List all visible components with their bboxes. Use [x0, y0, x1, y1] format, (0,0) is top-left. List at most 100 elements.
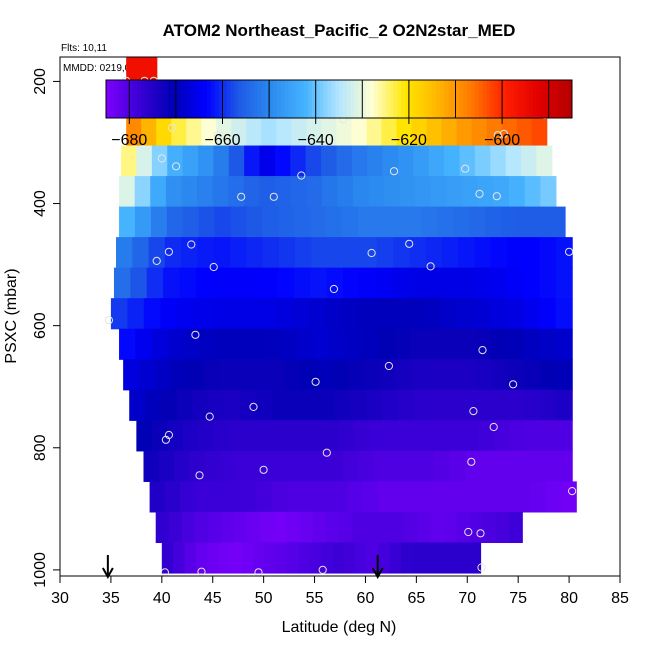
heatmap-cell	[524, 389, 542, 421]
data-point	[157, 154, 166, 163]
heatmap-cell	[161, 542, 174, 574]
heatmap-cell	[327, 450, 344, 482]
heatmap-cell	[311, 237, 329, 269]
heatmap-cell	[510, 450, 527, 482]
x-tick-label: 60	[357, 590, 375, 607]
heatmap-cell	[408, 267, 426, 299]
heatmap-cell	[355, 542, 368, 574]
heatmap-cell	[286, 511, 301, 544]
heatmap-cell	[539, 298, 557, 330]
heatmap-cell	[197, 176, 214, 208]
heatmap-cell	[315, 359, 333, 391]
heatmap-cell	[235, 450, 252, 482]
data-point	[104, 316, 114, 325]
x-tick-label: 45	[204, 590, 222, 607]
heatmap-cell	[156, 115, 172, 147]
heatmap-cell	[555, 237, 573, 269]
colorbar-segment	[432, 80, 437, 118]
heatmap-cell	[473, 298, 491, 330]
colorbar-segment	[315, 80, 321, 118]
heatmap-cell	[250, 450, 267, 482]
heatmap-cell	[358, 298, 376, 330]
heatmap-cell	[209, 298, 227, 330]
heatmap-cell	[286, 481, 303, 513]
colorbar-tick-label: −660	[204, 132, 240, 149]
heatmap-cell	[381, 115, 398, 147]
heatmap-cell	[508, 359, 525, 391]
data-point	[322, 448, 331, 457]
heatmap-cell	[390, 298, 409, 330]
heatmap-cell	[385, 420, 402, 452]
heatmap-cell	[296, 450, 313, 482]
heatmap-cell	[434, 542, 447, 574]
colorbar-segment	[533, 80, 538, 118]
data-point	[197, 567, 206, 576]
heatmap-cell	[493, 176, 510, 208]
heatmap-cell	[262, 237, 280, 269]
heatmap-cell	[136, 145, 153, 177]
heatmap-cell	[119, 176, 136, 208]
heatmap-cell	[501, 115, 518, 147]
heatmap-cell	[469, 511, 484, 544]
colorbar-segment	[373, 80, 379, 118]
heatmap-cell	[208, 389, 225, 421]
heatmap-cell	[378, 542, 391, 574]
heatmap-cell	[421, 206, 439, 238]
heatmap-cell	[145, 389, 162, 421]
heatmap-cell	[477, 389, 494, 421]
data-point	[172, 162, 181, 171]
heatmap-cell	[456, 298, 474, 330]
heatmap-cell	[457, 267, 475, 299]
data-point	[164, 430, 173, 440]
heatmap-cell	[484, 481, 501, 513]
heatmap-cell	[413, 145, 430, 177]
heatmap-cell	[429, 389, 447, 421]
heatmap-cell	[287, 389, 304, 421]
colorbar-segment	[362, 80, 367, 118]
heatmap-cell	[225, 481, 242, 513]
heatmap-cell	[271, 481, 288, 513]
heatmap-cell	[176, 389, 194, 421]
heatmap-cell	[182, 145, 199, 177]
heatmap-cell	[235, 359, 253, 391]
data-point	[426, 262, 435, 271]
heatmap-cell	[456, 115, 473, 147]
heatmap-cell	[164, 481, 181, 513]
heatmap-cell	[345, 328, 363, 360]
heatmap-cell	[347, 359, 365, 391]
heatmap-cell	[134, 206, 152, 238]
x-tick-label: 70	[458, 590, 476, 607]
heatmap-cell	[158, 450, 175, 482]
heatmap-cell	[290, 145, 307, 177]
heatmap-cell	[160, 298, 178, 330]
heatmap-cell	[469, 206, 486, 238]
heatmap-cell	[443, 359, 461, 391]
heatmap-cell	[507, 328, 525, 360]
heatmap-cell	[260, 511, 275, 544]
heatmap-cell	[509, 511, 523, 544]
heatmap-cell	[183, 328, 201, 360]
heatmap-cell	[297, 328, 314, 360]
heatmap-cell	[515, 481, 532, 513]
heatmap-cell	[446, 176, 463, 208]
heatmap-cell	[475, 328, 492, 360]
heatmap-cell	[549, 206, 566, 238]
heatmap-cell	[160, 389, 178, 421]
heatmap-cell	[167, 328, 185, 360]
heatmap-cell	[382, 145, 399, 177]
colorbar-segment	[556, 80, 561, 118]
heatmap-cell	[216, 328, 233, 360]
heatmap-cell	[449, 450, 466, 482]
heatmap-cell	[458, 237, 475, 269]
data-point	[213, 131, 222, 140]
data-point	[499, 129, 508, 138]
heatmap-cell	[143, 298, 161, 330]
colorbar-segment	[548, 80, 554, 118]
chart-title: ATOM2 Northeast_Pacific_2 O2N2star_MED	[163, 21, 516, 40]
colorbar-segment	[529, 80, 534, 118]
colorbar-segment	[168, 80, 173, 118]
heatmap-cell	[150, 206, 168, 238]
heatmap-cell	[374, 298, 392, 330]
heatmap-cell	[287, 542, 299, 574]
heatmap-cell	[338, 511, 353, 544]
